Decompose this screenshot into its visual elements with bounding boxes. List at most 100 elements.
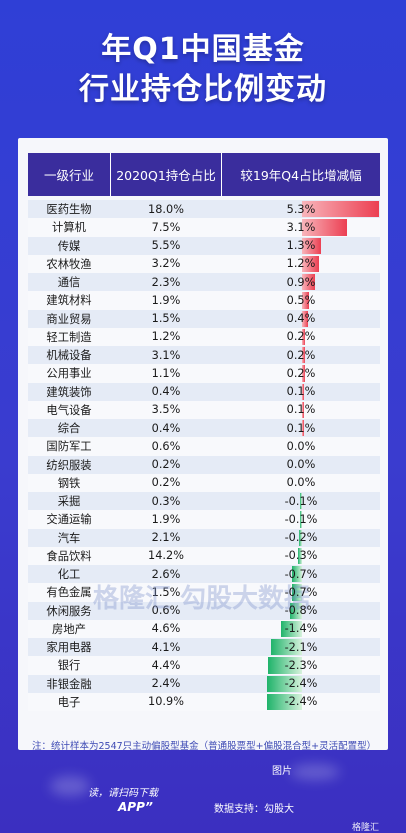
header-share: 2020Q1持仓占比 <box>110 153 222 196</box>
table-row: 食品饮料 14.2% -0.3% <box>28 546 380 565</box>
change-label: -0.1% <box>284 494 318 508</box>
increase-bar <box>302 255 320 272</box>
table-row: 农林牧渔 3.2% 1.2% <box>28 254 380 273</box>
change-cell: 0.2% <box>222 346 380 364</box>
change-cell: 0.5% <box>222 291 380 309</box>
change-cell: -0.1% <box>222 510 380 528</box>
share-cell: 2.1% <box>151 531 181 545</box>
header-change: 较19年Q4占比增减幅 <box>240 168 362 183</box>
table-row: 非银金融 2.4% -2.4% <box>28 674 380 693</box>
table-row: 医药生物 18.0% 5.3% <box>28 200 380 219</box>
change-cell: 0.0% <box>222 474 380 492</box>
table-row: 电气设备 3.5% 0.1% <box>28 400 380 419</box>
industry-cell: 休闲服务 <box>46 604 92 618</box>
table-row: 建筑材料 1.9% 0.5% <box>28 291 380 310</box>
decrease-bar <box>297 547 302 564</box>
change-label: -0.2% <box>284 531 318 545</box>
table-row: 计算机 7.5% 3.1% <box>28 218 380 237</box>
change-label: 0.0% <box>286 476 316 490</box>
change-cell: -0.7% <box>222 565 380 583</box>
table-row: 房地产 4.6% -1.4% <box>28 619 380 638</box>
table-row: 公用事业 1.1% 0.2% <box>28 364 380 383</box>
share-cell: 2.3% <box>151 275 181 289</box>
change-label: 0.1% <box>286 385 316 399</box>
share-cell: 4.1% <box>151 640 181 654</box>
change-label: -2.4% <box>284 695 318 709</box>
change-cell: -0.8% <box>222 602 380 620</box>
industry-cell: 化工 <box>57 568 81 582</box>
footer-app-text: APP” <box>118 800 153 814</box>
industry-cell: 电子 <box>57 695 81 709</box>
share-cell: 1.9% <box>151 512 181 526</box>
table-row: 综合 0.4% 0.1% <box>28 419 380 438</box>
change-cell: -2.3% <box>222 656 380 674</box>
change-cell: 0.2% <box>222 328 380 346</box>
table-row: 传媒 5.5% 1.3% <box>28 236 380 255</box>
table-row: 汽车 2.1% -0.2% <box>28 528 380 547</box>
change-cell: -0.3% <box>222 547 380 565</box>
change-cell: 0.2% <box>222 364 380 382</box>
footer-image-credit: 图片 <box>272 766 292 777</box>
change-cell: 0.0% <box>222 437 380 455</box>
change-label: 1.2% <box>286 257 316 271</box>
decrease-bar <box>266 675 302 692</box>
share-cell: 5.5% <box>151 239 181 253</box>
change-label: -2.3% <box>284 658 318 672</box>
industry-cell: 建筑材料 <box>46 294 92 308</box>
industry-cell: 计算机 <box>52 221 86 235</box>
change-label: -2.1% <box>284 640 318 654</box>
increase-bar <box>302 347 305 364</box>
change-label: 0.2% <box>286 330 316 344</box>
industry-cell: 食品饮料 <box>46 549 92 563</box>
share-cell: 0.4% <box>151 421 181 435</box>
increase-bar <box>302 292 310 309</box>
change-cell: 0.1% <box>222 419 380 437</box>
decrease-bar <box>268 657 302 674</box>
industry-cell: 非银金融 <box>46 677 92 691</box>
share-cell: 3.1% <box>151 348 181 362</box>
industry-cell: 建筑装饰 <box>46 385 92 399</box>
increase-bar <box>302 237 321 254</box>
increase-bar <box>302 383 304 400</box>
share-cell: 14.2% <box>148 549 184 563</box>
change-label: -2.4% <box>284 677 318 691</box>
industry-cell: 轻工制造 <box>46 330 92 344</box>
change-cell: 0.1% <box>222 401 380 419</box>
industry-cell: 钢铁 <box>57 476 81 490</box>
change-cell: 1.3% <box>222 237 380 255</box>
change-label: -0.1% <box>284 512 318 526</box>
table-row: 钢铁 0.2% 0.0% <box>28 473 380 492</box>
change-cell: 5.3% <box>222 200 380 218</box>
change-label: -1.4% <box>284 622 318 636</box>
industry-cell: 银行 <box>57 659 81 673</box>
change-cell: -2.4% <box>222 675 380 693</box>
industry-cell: 房地产 <box>52 622 86 636</box>
industry-cell: 通信 <box>57 276 81 290</box>
table-row: 交通运输 1.9% -0.1% <box>28 510 380 529</box>
share-cell: 7.5% <box>151 220 181 234</box>
industry-cell: 家用电器 <box>46 641 92 655</box>
change-cell: -0.2% <box>222 529 380 547</box>
industry-cell: 医药生物 <box>46 203 92 217</box>
share-cell: 4.4% <box>151 658 181 672</box>
change-label: 0.5% <box>286 293 316 307</box>
industry-cell: 纺织服装 <box>46 458 92 472</box>
footer-download-text: 读，请扫码下载 <box>88 788 158 799</box>
blurred-credit-area <box>290 764 340 780</box>
change-label: 0.1% <box>286 421 316 435</box>
decrease-bar <box>300 493 302 510</box>
header-industry: 一级行业 <box>43 168 94 183</box>
increase-bar <box>302 420 304 437</box>
industry-cell: 综合 <box>57 422 81 436</box>
footer: 读，请扫码下载 APP” 图片 数据支持：勾股大 格隆汇 <box>0 758 406 833</box>
table-row: 家用电器 4.1% -2.1% <box>28 638 380 657</box>
share-cell: 1.5% <box>151 312 181 326</box>
increase-bar <box>302 219 348 236</box>
increase-bar <box>302 274 316 291</box>
share-cell: 0.2% <box>151 476 181 490</box>
table-row: 通信 2.3% 0.9% <box>28 273 380 292</box>
table-row: 有色金属 1.5% -0.7% <box>28 583 380 602</box>
table-row: 银行 4.4% -2.3% <box>28 656 380 675</box>
share-cell: 1.2% <box>151 330 181 344</box>
table-row: 休闲服务 0.6% -0.8% <box>28 601 380 620</box>
